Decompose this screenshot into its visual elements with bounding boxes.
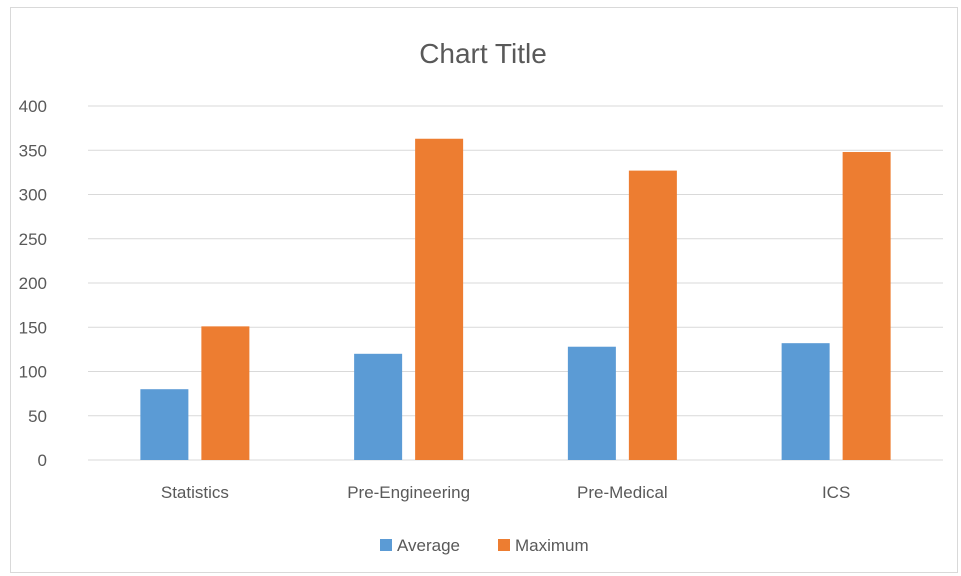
x-category-label: ICS xyxy=(822,483,850,502)
legend-swatch-maximum xyxy=(498,539,510,551)
legend-label-maximum: Maximum xyxy=(515,536,589,555)
legend-label-average: Average xyxy=(397,536,460,555)
y-axis-ticks: 0 50 100 150 200 250 300 350 400 xyxy=(19,97,47,470)
bar-maximum-pre-engineering xyxy=(415,138,464,460)
y-tick-label: 300 xyxy=(19,186,47,205)
y-tick-label: 350 xyxy=(19,141,47,160)
bar-average-pre-medical xyxy=(567,346,616,460)
x-category-label: Pre-Medical xyxy=(577,483,668,502)
y-tick-label: 400 xyxy=(19,97,47,116)
y-tick-label: 0 xyxy=(38,451,47,470)
chart-title: Chart Title xyxy=(419,38,547,69)
bar-maximum-statistics xyxy=(201,326,250,460)
chart-frame xyxy=(10,7,958,573)
bars xyxy=(140,138,891,461)
x-category-label: Pre-Engineering xyxy=(347,483,470,502)
x-category-label: Statistics xyxy=(161,483,229,502)
x-axis-labels: Statistics Pre-Engineering Pre-Medical ICS xyxy=(161,483,850,502)
y-tick-label: 100 xyxy=(19,363,47,382)
bar-average-pre-engineering xyxy=(354,353,403,460)
bar-maximum-pre-medical xyxy=(628,170,677,461)
bar-maximum-ics xyxy=(842,152,891,460)
bar-average-ics xyxy=(781,343,830,460)
y-tick-label: 250 xyxy=(19,230,47,249)
legend: Average Maximum xyxy=(380,536,589,555)
y-tick-label: 200 xyxy=(19,274,47,293)
legend-swatch-average xyxy=(380,539,392,551)
y-tick-label: 150 xyxy=(19,318,47,337)
bar-average-statistics xyxy=(140,389,189,460)
y-tick-label: 50 xyxy=(28,407,47,426)
